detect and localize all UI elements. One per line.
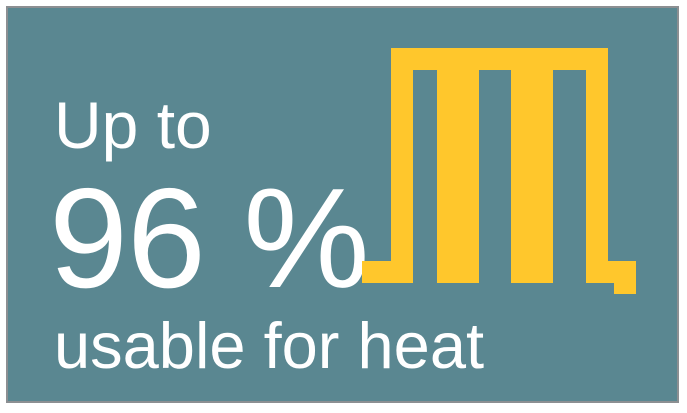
heating-coil-icon (362, 48, 636, 294)
headline-prefix: Up to (54, 88, 212, 162)
info-card: Up to 96 % usable for heat (6, 6, 679, 403)
efficiency-value: 96 % (49, 159, 370, 318)
headline-suffix: usable for heat (54, 309, 485, 382)
